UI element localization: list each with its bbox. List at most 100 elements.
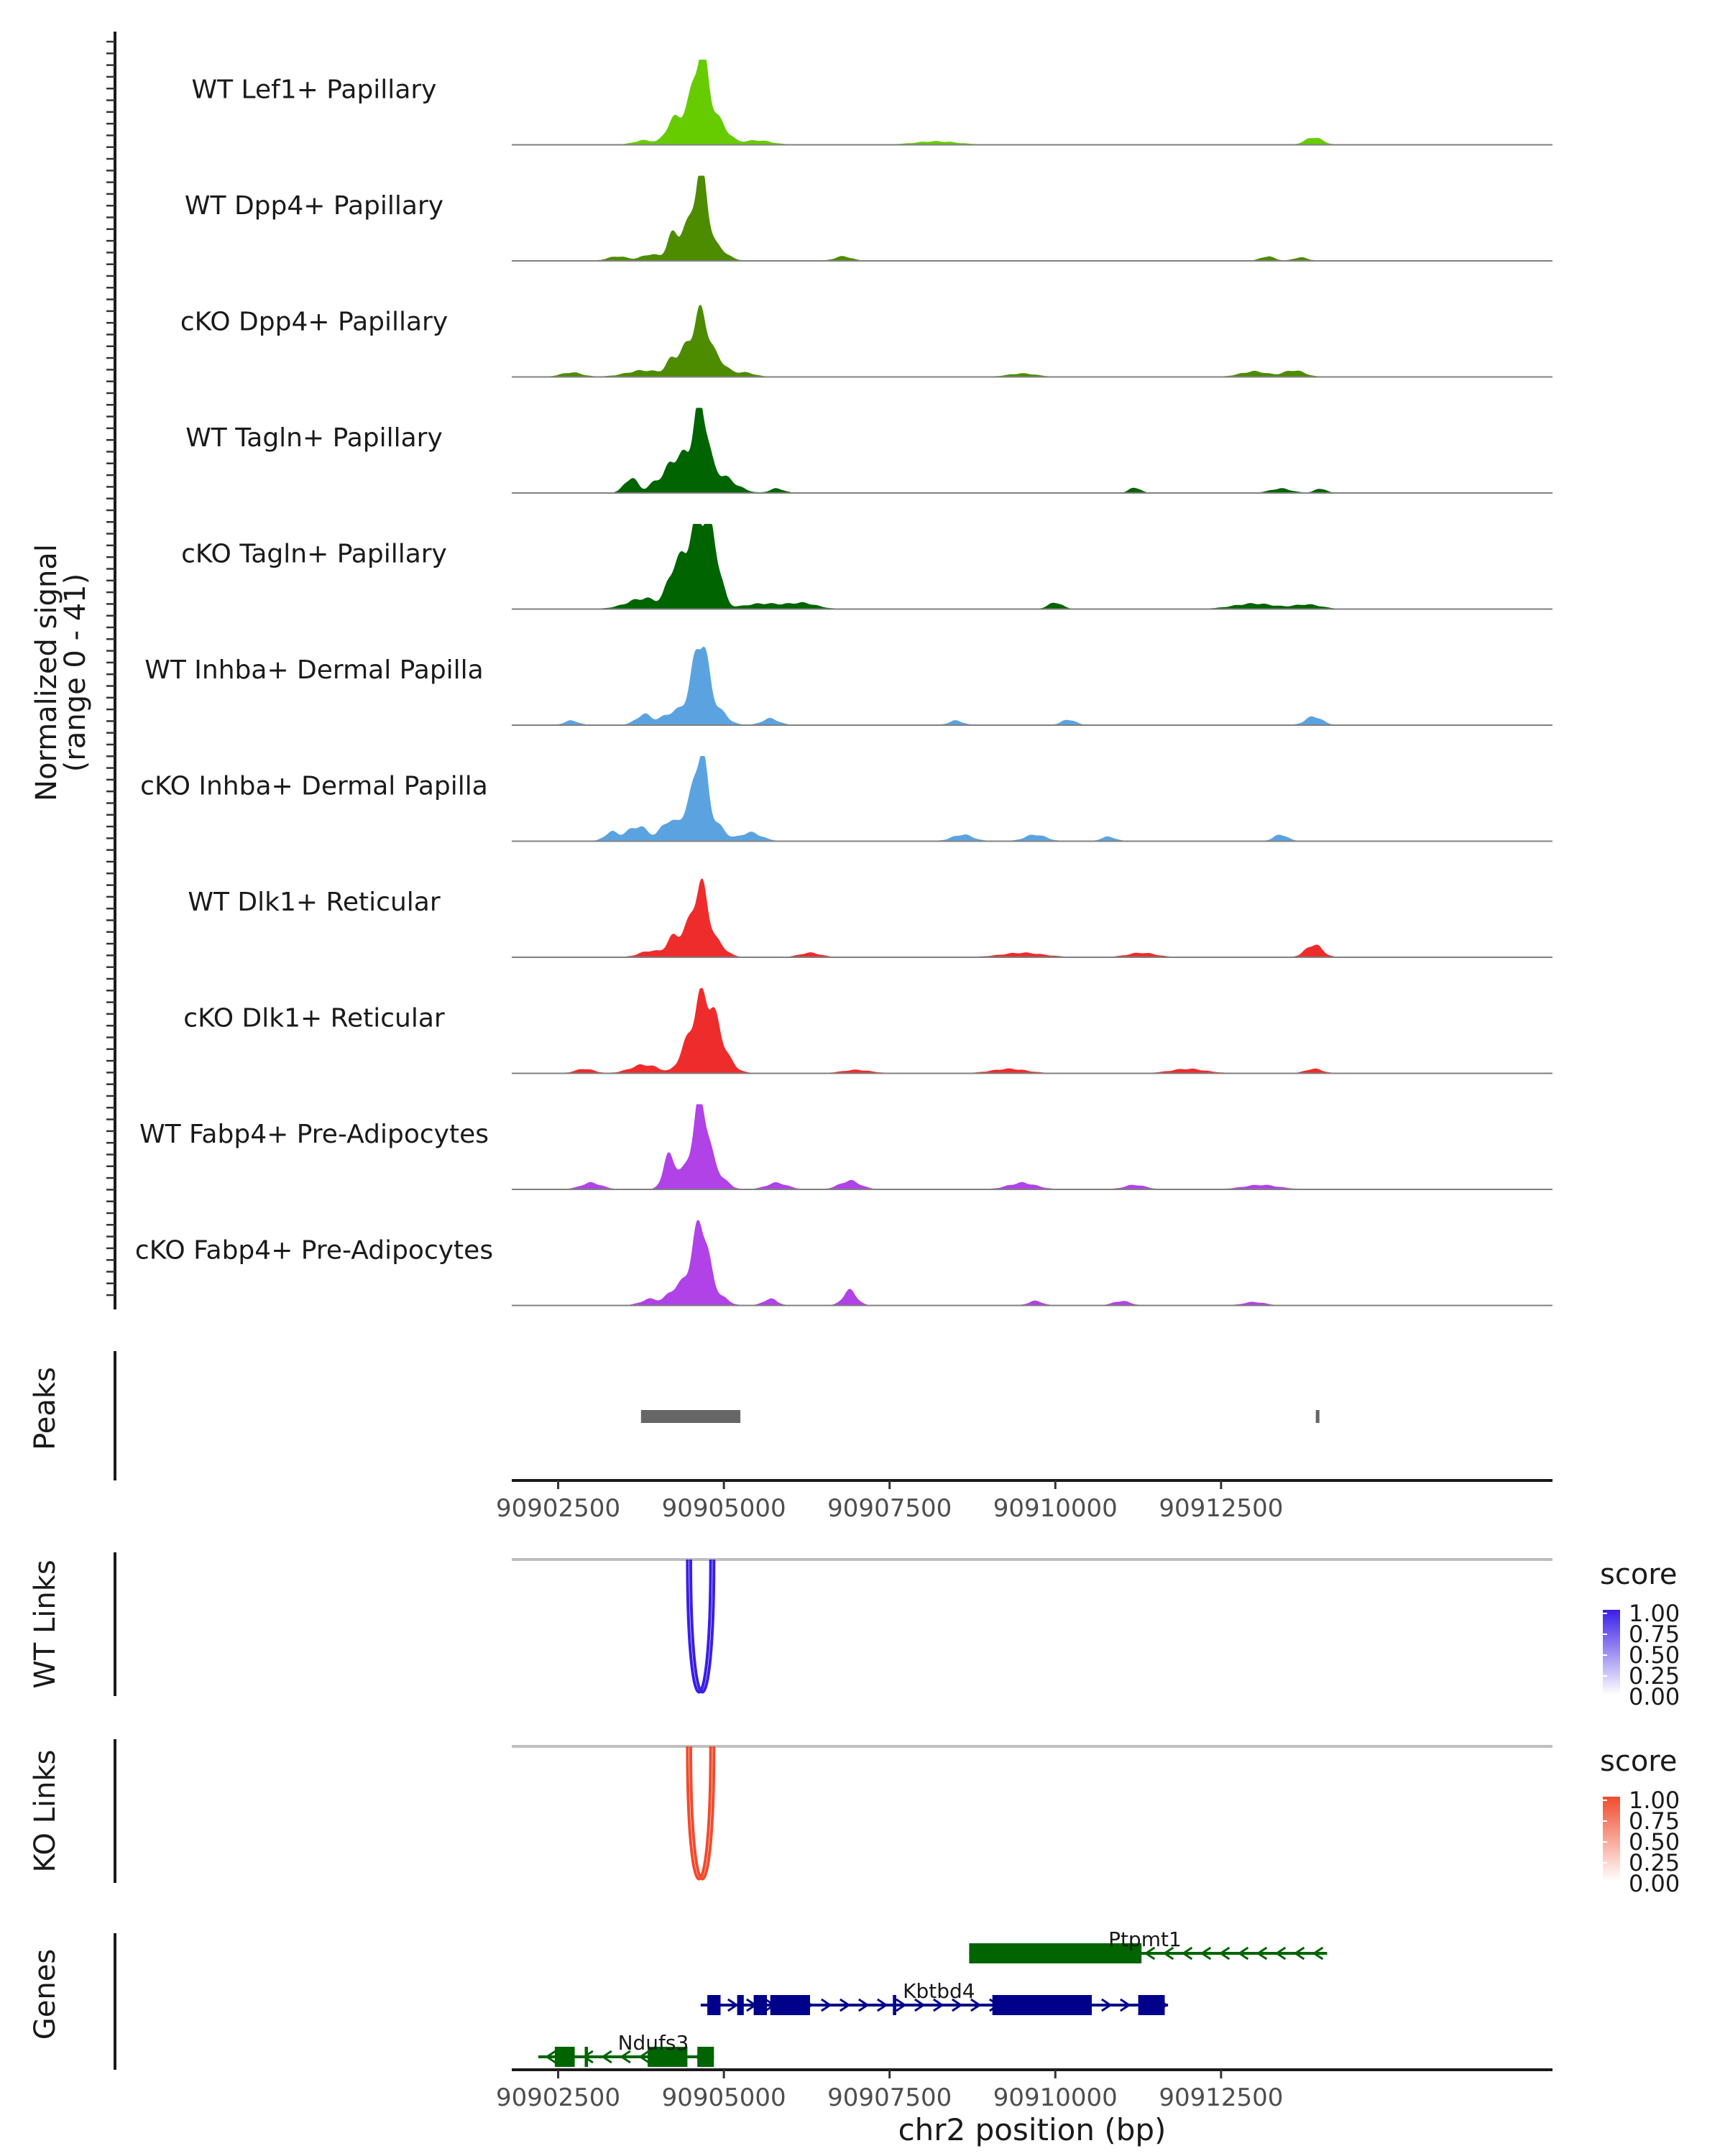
ko-links-legend-title: score xyxy=(1600,1745,1677,1778)
coverage-y-label-line2: (range 0 - 41) xyxy=(59,573,92,772)
genes-track-label: Genes xyxy=(29,1949,62,2040)
x-tick-label: 90907500 xyxy=(827,1494,952,1523)
coverage-y-label-line1: Normalized signal xyxy=(30,544,63,801)
gene-exon xyxy=(969,1943,1142,1963)
strand-arrow xyxy=(858,1998,870,2012)
coverage-track-label: cKO Dpp4+ Papillary xyxy=(180,308,448,337)
peaks-track-label: Peaks xyxy=(29,1367,62,1450)
links-panels: 1.000.750.500.250.001.000.750.500.250.00 xyxy=(114,1552,1680,1897)
coverage-area xyxy=(512,756,1334,842)
x-tick-label: 90910000 xyxy=(993,2083,1118,2112)
colorbar-tick-label: 0.00 xyxy=(1629,1870,1680,1897)
strand-arrow xyxy=(877,1998,888,2012)
coverage-area xyxy=(512,1104,1334,1190)
colorbar-tick-label: 0.00 xyxy=(1629,1683,1680,1710)
strand-arrow xyxy=(1312,1946,1324,1961)
strand-arrow xyxy=(1101,1998,1113,2012)
coverage-area xyxy=(512,175,1334,262)
gene-name-label: Kbtbd4 xyxy=(903,1979,975,2003)
strand-arrow xyxy=(1200,1946,1212,1961)
x-axis-upper: 90902500 90905000 90907500 90910000 90912500 xyxy=(496,1479,1552,1523)
colorbar-tick-label: 0.25 xyxy=(1629,1662,1680,1690)
coverage-y-axis xyxy=(106,32,116,1309)
coverage-track-cko-inhba-dermal-papilla: cKO Inhba+ Dermal Papilla xyxy=(140,756,1552,842)
strand-arrow xyxy=(601,2050,612,2064)
colorbar-tick-label: 0.25 xyxy=(1629,1849,1680,1876)
strand-arrow xyxy=(1293,1946,1305,1961)
gene-name-label: Ndufs3 xyxy=(618,2031,689,2055)
strand-arrow xyxy=(1274,1946,1287,1961)
gene-exon xyxy=(707,1995,721,2015)
strand-arrow xyxy=(1218,1946,1230,1961)
coverage-area xyxy=(512,524,1335,609)
score-colorbar xyxy=(1603,1797,1620,1881)
strand-arrow xyxy=(1162,1946,1174,1961)
x-tick-label: 90905000 xyxy=(662,2083,786,2112)
coverage-track-cko-dlk1-reticular: cKO Dlk1+ Reticular xyxy=(183,988,1552,1074)
strand-arrow xyxy=(1144,1946,1156,1961)
coverage-track-cko-fabp4-pre-adipocytes: cKO Fabp4+ Pre-Adipocytes xyxy=(135,1220,1552,1307)
strand-arrow xyxy=(620,2050,631,2064)
coverage-area xyxy=(512,646,1335,726)
gene-kbtbd4: Kbtbd4 xyxy=(700,1979,1169,2015)
coverage-area xyxy=(512,60,1335,145)
gene-exon xyxy=(697,2047,714,2067)
gene-ptpmt1: Ptpmt1 xyxy=(969,1927,1328,1963)
coverage-area xyxy=(512,305,1334,377)
strand-arrow xyxy=(933,1998,944,2012)
x-axis-title: chr2 position (bp) xyxy=(898,2112,1167,2147)
coverage-track-wt-dpp4-papillary: WT Dpp4+ Papillary xyxy=(185,175,1552,262)
coverage-track-label: WT Dpp4+ Papillary xyxy=(185,191,443,221)
gene-exon xyxy=(737,1995,744,2015)
colorbar-tick-label: 1.00 xyxy=(1629,1600,1680,1627)
gene-exon xyxy=(554,2047,575,2067)
strand-arrow xyxy=(1256,1946,1268,1961)
strand-arrow xyxy=(896,1998,907,2012)
x-tick-label: 90912500 xyxy=(1159,2083,1283,2112)
strand-arrow xyxy=(727,1998,739,2012)
strand-arrow xyxy=(1237,1946,1249,1961)
x-tick-label: 90907500 xyxy=(827,2083,952,2112)
score-colorbar xyxy=(1603,1610,1620,1695)
coverage-track-label: WT Fabp4+ Pre-Adipocytes xyxy=(139,1120,489,1149)
gene-exon xyxy=(770,1995,810,2015)
ko-links-panel: 1.000.750.500.250.00 xyxy=(114,1739,1680,1897)
coverage-area xyxy=(512,1220,1334,1307)
strand-arrow xyxy=(1120,1998,1131,2012)
gene-exon xyxy=(584,2047,589,2067)
coverage-track-wt-inhba-dermal-papilla: WT Inhba+ Dermal Papilla xyxy=(144,646,1552,726)
coverage-track-label: cKO Dlk1+ Reticular xyxy=(183,1004,445,1033)
gene-exon xyxy=(648,2047,688,2067)
coverage-track-wt-lef1-papillary: WT Lef1+ Papillary xyxy=(192,60,1552,146)
coverage-area xyxy=(512,407,1335,494)
link-arc xyxy=(686,1559,712,1694)
strand-arrow xyxy=(952,1998,963,2012)
gene-exon xyxy=(992,1995,1092,2015)
colorbar-tick-label: 0.75 xyxy=(1629,1621,1680,1648)
coverage-area xyxy=(512,878,1335,958)
colorbar-tick-label: 0.50 xyxy=(1629,1641,1680,1669)
genes-panel: Ptpmt1 Kbtbd4 Ndufs3 xyxy=(114,1927,1328,2070)
coverage-track-wt-tagln-papillary: WT Tagln+ Papillary xyxy=(185,407,1552,494)
x-axis-lower: 90902500 90905000 90907500 90910000 90912500 xyxy=(496,2068,1552,2112)
colorbar-tick-label: 0.75 xyxy=(1629,1807,1680,1835)
coverage-track-cko-dpp4-papillary: cKO Dpp4+ Papillary xyxy=(180,305,1552,378)
x-tick-label: 90905000 xyxy=(662,1494,786,1523)
coverage-track-label: cKO Inhba+ Dermal Papilla xyxy=(140,772,488,801)
link-arc xyxy=(689,1559,716,1694)
coverage-track-label: cKO Fabp4+ Pre-Adipocytes xyxy=(135,1236,493,1266)
x-tick-label: 90902500 xyxy=(496,1494,620,1523)
coverage-tracks: WT Lef1+ Papillary WT Dpp4+ Papillary cKO … xyxy=(135,60,1552,1307)
coverage-track-label: WT Inhba+ Dermal Papilla xyxy=(144,655,483,685)
coverage-track-label: WT Lef1+ Papillary xyxy=(192,75,437,105)
gene-exon xyxy=(1138,1995,1165,2015)
coverage-area xyxy=(512,988,1335,1074)
ko-links-label: KO Links xyxy=(29,1750,62,1873)
strand-arrow xyxy=(638,2050,650,2064)
peaks-panel xyxy=(114,1351,1320,1480)
strand-arrow xyxy=(914,1998,926,2012)
x-tick-label: 90912500 xyxy=(1159,1494,1283,1523)
link-arc xyxy=(686,1746,712,1881)
colorbar-tick-label: 1.00 xyxy=(1629,1787,1680,1814)
